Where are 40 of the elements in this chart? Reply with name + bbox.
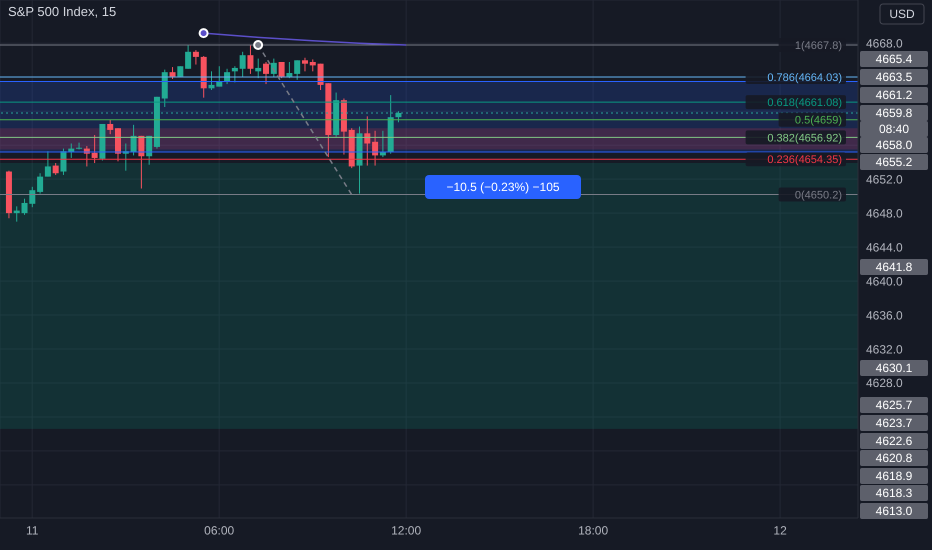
price-tag: 4630.1 (860, 360, 928, 376)
ref-line-label: 0.382(4656.92) (767, 132, 842, 144)
price-tag: 4641.8 (860, 259, 928, 275)
price-tag: 4665.4 (860, 51, 928, 67)
ref-line-label: 0.236(4654.35) (767, 154, 842, 166)
price-tag: 4618.9 (860, 468, 928, 484)
price-tag: 4625.7 (860, 397, 928, 413)
price-tag: 4663.5 (860, 69, 928, 85)
x-tick-label: 06:00 (204, 524, 235, 538)
price-tag: 08:40 (860, 121, 928, 137)
price-tag: 4658.0 (860, 137, 928, 153)
chart-title: S&P 500 Index, 15 (8, 4, 116, 19)
y-tick-label: 4648.0 (866, 206, 904, 220)
ref-line-label: 0.5(4659) (794, 114, 842, 127)
price-tag: 4655.2 (860, 154, 928, 170)
price-tag: 4618.3 (860, 485, 928, 501)
ref-line-label: 1(4667.8) (794, 40, 842, 52)
x-tick-label: 12:00 (391, 524, 422, 538)
x-tick-label: 12 (773, 524, 788, 538)
annotation: −10.5 (−0.23%) −105 (446, 180, 560, 194)
ref-line-label: 0.618(4661.08) (767, 97, 842, 110)
ref-line-label: 0.786(4664.03) (767, 72, 842, 84)
price-tag: 4661.2 (860, 87, 928, 103)
x-tick-label: 18:00 (578, 524, 608, 538)
y-tick-label: 4668.0 (866, 36, 904, 51)
price-tag: 4613.0 (860, 503, 928, 519)
price-tag: 4620.8 (860, 450, 928, 466)
y-tick-label: 4652.0 (866, 172, 904, 186)
y-tick-label: 4632.0 (866, 342, 904, 356)
x-tick-label: 11 (26, 524, 39, 538)
y-tick-label: 4640.0 (866, 274, 904, 288)
y-tick-label: 4636.0 (866, 308, 904, 322)
ref-line-label: 0(4650.2) (794, 189, 842, 202)
y-tick-label: 4628.0 (866, 376, 904, 390)
price-tag: 4622.6 (860, 433, 928, 449)
y-tick-label: 4644.0 (866, 240, 904, 254)
price-tag: 4623.7 (860, 415, 928, 431)
currency-label: USD (880, 4, 924, 24)
price-tag: 4659.8 (860, 105, 928, 121)
price-range-label: −10.5 (−0.23%) −105 (425, 175, 581, 199)
